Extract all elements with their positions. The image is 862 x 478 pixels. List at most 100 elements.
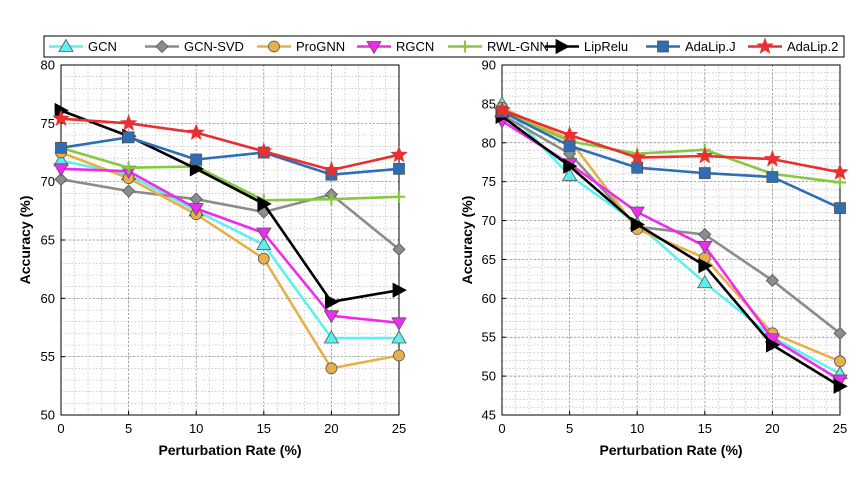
series-gcn — [494, 96, 848, 380]
y-tick-label: 80 — [482, 135, 496, 150]
y-tick-label: 65 — [482, 252, 496, 267]
series-rgcn — [53, 163, 407, 331]
data-point-liprelu — [392, 282, 407, 298]
series-prognn — [55, 146, 405, 375]
legend-marker — [155, 39, 169, 54]
legend-item-gcn: GCN — [49, 38, 117, 54]
legend-marker — [555, 38, 570, 55]
data-point-adalip-2 — [187, 123, 205, 141]
data-point-adalip-2 — [52, 109, 70, 127]
data-point-rwl-gnn — [393, 190, 405, 203]
data-point-adalip-2 — [763, 149, 782, 167]
y-tick-label: 70 — [482, 213, 496, 228]
legend-marker — [366, 41, 382, 55]
legend: GCN GCN-SVD ProGNN RGCN RWL-GNN LipRelu AdaLip… — [43, 35, 845, 58]
plot-frame — [501, 64, 841, 416]
series-line-rwl-gnn — [501, 110, 841, 184]
y-tick-label: 85 — [482, 96, 496, 111]
data-point-gcn — [391, 330, 407, 344]
legend-item-rgcn: RGCN — [357, 39, 434, 55]
legend-label: ProGNN — [296, 39, 345, 54]
left-accuracy-chart: 50 55 60 65 70 75 80 0 5 10 15 20 25 Perturbation Rat… — [17, 58, 408, 458]
legend-label: GCN-SVD — [184, 39, 244, 54]
series-line-adalip-j — [501, 110, 841, 210]
data-point-adalip-j — [698, 167, 711, 180]
y-tick-label: 60 — [482, 291, 496, 306]
data-point-liprelu — [630, 216, 646, 233]
legend-label: GCN — [88, 39, 117, 54]
data-point-liprelu — [698, 257, 713, 274]
series-line-rgcn — [60, 167, 400, 325]
data-point-adalip-2 — [493, 100, 511, 118]
data-point-prognn — [393, 349, 405, 362]
legend-marker — [58, 38, 74, 52]
data-point-rgcn — [697, 240, 713, 255]
x-tick-label: 10 — [630, 421, 644, 436]
data-point-rwl-gnn — [122, 161, 135, 174]
x-tick-label: 5 — [566, 421, 573, 436]
legend-marker — [268, 40, 280, 53]
legend-label: RWL-GNN — [487, 39, 549, 54]
data-point-adalip-2 — [628, 148, 646, 165]
series-liprelu — [54, 102, 407, 310]
right-accuracy-chart: 45 50 55 60 65 70 75 80 85 90 0 5 10 15 20 25 Perturbati… — [459, 58, 849, 458]
data-point-adalip-j — [631, 161, 644, 174]
legend-label: LipRelu — [584, 39, 628, 54]
legend-marker — [657, 40, 669, 53]
data-point-rgcn — [53, 163, 69, 177]
series-line-prognn — [60, 151, 400, 370]
data-point-gcn-svd — [54, 172, 68, 186]
y-tick-label: 65 — [41, 233, 55, 248]
data-point-adalip-2 — [390, 145, 408, 163]
data-point-gcn-svd — [765, 273, 779, 288]
data-point-liprelu — [563, 158, 578, 174]
data-point-rgcn — [188, 203, 204, 217]
series-adalip-2 — [52, 109, 408, 178]
y-tick-label: 75 — [482, 174, 496, 189]
data-point-adalip-j — [766, 171, 779, 183]
series-line-rwl-gnn — [60, 146, 400, 202]
series-line-prognn — [501, 106, 841, 363]
series-gcn-svd — [495, 108, 847, 340]
legend-item-liprelu: LipRelu — [545, 38, 628, 55]
x-tick-label: 25 — [392, 421, 406, 436]
legend-label: AdaLip.J — [685, 39, 736, 54]
data-point-rgcn — [629, 206, 645, 220]
data-point-adalip-j — [190, 153, 203, 166]
legend-item-prognn: ProGNN — [257, 39, 345, 54]
data-point-gcn-svd — [698, 227, 712, 242]
y-tick-label: 70 — [41, 174, 55, 189]
x-tick-label: 0 — [498, 421, 505, 436]
data-point-rgcn — [256, 227, 272, 241]
legend-marker — [459, 40, 471, 53]
series-adalip-2 — [493, 100, 849, 180]
data-point-adalip-j — [393, 162, 405, 175]
data-point-adalip-j — [834, 202, 846, 215]
y-axis-label: Accuracy (%) — [459, 196, 475, 285]
data-point-gcn — [697, 274, 713, 289]
data-point-adalip-2 — [560, 125, 579, 143]
legend-item-gcn-svd: GCN-SVD — [145, 39, 244, 54]
data-point-gcn — [323, 330, 340, 344]
data-point-adalip-2 — [119, 114, 138, 131]
data-point-liprelu — [324, 294, 340, 310]
grid — [60, 64, 400, 416]
x-tick-label: 20 — [324, 421, 338, 436]
legend-label: AdaLip.2 — [787, 39, 838, 54]
y-tick-label: 55 — [41, 349, 55, 364]
legend-marker — [756, 37, 774, 54]
data-point-adalip-j — [55, 141, 67, 154]
legend-label: RGCN — [396, 39, 434, 54]
series-line-liprelu — [501, 115, 841, 388]
y-tick-label: 75 — [41, 116, 55, 131]
grid — [501, 64, 841, 416]
x-tick-label: 10 — [189, 421, 203, 436]
series-line-gcn-svd — [60, 178, 400, 251]
y-tick-label: 60 — [41, 291, 55, 306]
x-tick-label: 20 — [765, 421, 779, 436]
y-tick-label: 45 — [482, 408, 496, 423]
legend-item-rwl-gnn: RWL-GNN — [448, 39, 549, 54]
y-tick-label: 50 — [482, 369, 496, 384]
series-rwl-gnn — [496, 105, 846, 189]
